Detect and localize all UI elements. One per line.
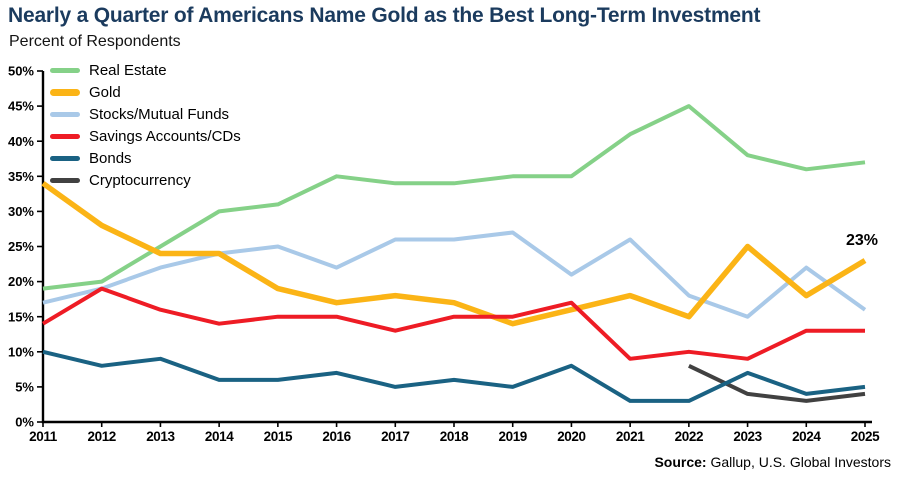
chart-title: Nearly a Quarter of Americans Name Gold …	[8, 4, 761, 27]
x-tick-label: 2012	[87, 429, 115, 444]
legend-label: Real Estate	[89, 61, 167, 79]
x-tick-label: 2020	[557, 429, 585, 444]
source-label: Source:	[654, 454, 707, 470]
x-tick-label: 2011	[29, 429, 58, 444]
series-line-gold	[41, 181, 867, 327]
legend-swatch-gold	[50, 88, 80, 96]
gold-end-value-label: 23%	[846, 232, 879, 249]
y-tick-label: 20%	[8, 274, 34, 289]
chart-legend: Real Estate Gold Stocks/Mutual Funds Saving…	[50, 59, 241, 191]
legend-label: Cryptocurrency	[89, 171, 191, 189]
series-line-real-estate	[42, 104, 866, 291]
x-tick-label: 2019	[498, 429, 526, 444]
series-line-stocks-mutual-funds	[42, 230, 867, 319]
legend-swatch-stocks-mutual-funds	[50, 111, 80, 117]
y-tick-label: 35%	[8, 169, 34, 184]
legend-swatch-real-estate	[50, 67, 80, 73]
legend-label: Gold	[89, 83, 121, 101]
legend-label: Savings Accounts/CDs	[89, 127, 241, 145]
y-tick-label: 5%	[15, 380, 34, 395]
source-credit: Source: Gallup, U.S. Global Investors	[654, 454, 891, 470]
x-tick-label: 2025	[851, 429, 880, 444]
y-tick-label: 45%	[8, 99, 34, 114]
x-tick-label: 2015	[264, 429, 293, 444]
legend-swatch-savings-accounts-cds	[50, 133, 80, 139]
x-tick-label: 2014	[205, 429, 234, 444]
legend-label: Bonds	[89, 149, 132, 167]
chart-svg: 0% 5% 10% 15% 20% 25% 30% 35% 40% 45% 50% 2011 2012 2…	[8, 64, 881, 444]
series-line-cryptocurrency	[688, 363, 866, 403]
legend-item-bonds: Bonds	[50, 147, 241, 169]
legend-swatch-cryptocurrency	[50, 177, 80, 183]
legend-item-stocks-mutual-funds: Stocks/Mutual Funds	[50, 103, 241, 125]
y-tick-label: 30%	[8, 204, 34, 219]
legend-item-cryptocurrency: Cryptocurrency	[50, 169, 241, 191]
x-tick-label: 2022	[675, 429, 703, 444]
x-tick-label: 2023	[733, 429, 762, 444]
series-line-bonds	[42, 349, 866, 403]
x-tick-label: 2013	[146, 429, 175, 444]
source-text: Gallup, U.S. Global Investors	[710, 454, 891, 470]
x-tick-label: 2017	[381, 429, 409, 444]
chart-subtitle: Percent of Respondents	[9, 33, 181, 50]
legend-label: Stocks/Mutual Funds	[89, 105, 230, 123]
y-tick-label: 50%	[8, 64, 34, 79]
legend-swatch-bonds	[50, 155, 80, 161]
y-tick-label: 10%	[8, 344, 34, 359]
y-tick-label: 25%	[8, 239, 34, 254]
x-tick-label: 2018	[440, 429, 469, 444]
x-tick-label: 2016	[322, 429, 351, 444]
y-tick-label: 0%	[15, 415, 34, 430]
legend-item-gold: Gold	[50, 81, 241, 103]
legend-item-savings-accounts-cds: Savings Accounts/CDs	[50, 125, 241, 147]
y-tick-label: 40%	[8, 134, 34, 149]
x-tick-label: 2021	[616, 429, 645, 444]
legend-item-real-estate: Real Estate	[50, 59, 241, 81]
series-line-savings-accounts-cds	[41, 286, 865, 361]
x-tick-label: 2024	[792, 429, 821, 444]
y-tick-label: 15%	[8, 309, 34, 324]
line-chart-plot: 0% 5% 10% 15% 20% 25% 30% 35% 40% 45% 50% 2011 2012 2…	[8, 64, 881, 444]
